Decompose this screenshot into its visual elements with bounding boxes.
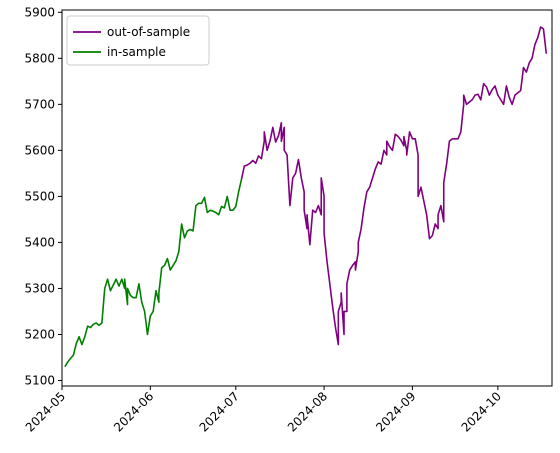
y-tick-label: 5800 — [24, 51, 55, 65]
y-tick-label: 5900 — [24, 5, 55, 19]
y-tick-label: 5700 — [24, 97, 55, 111]
series-line-out-of-sample — [240, 26, 548, 346]
legend-box — [66, 15, 210, 66]
y-tick-label: 5100 — [24, 373, 55, 387]
series-line-in-sample — [64, 179, 243, 368]
legend-label-in-sample: in-sample — [107, 45, 166, 59]
y-tick-label: 5600 — [24, 143, 55, 157]
series-layer — [64, 26, 548, 368]
y-tick-label: 5500 — [24, 189, 55, 203]
legend-label-out-of-sample: out-of-sample — [107, 25, 190, 39]
y-tick-label: 5300 — [24, 281, 55, 295]
plot-frame — [61, 9, 553, 387]
y-tick-label: 5200 — [24, 327, 55, 341]
y-tick-label: 5400 — [24, 235, 55, 249]
legend: out-of-sample in-sample — [66, 15, 210, 66]
